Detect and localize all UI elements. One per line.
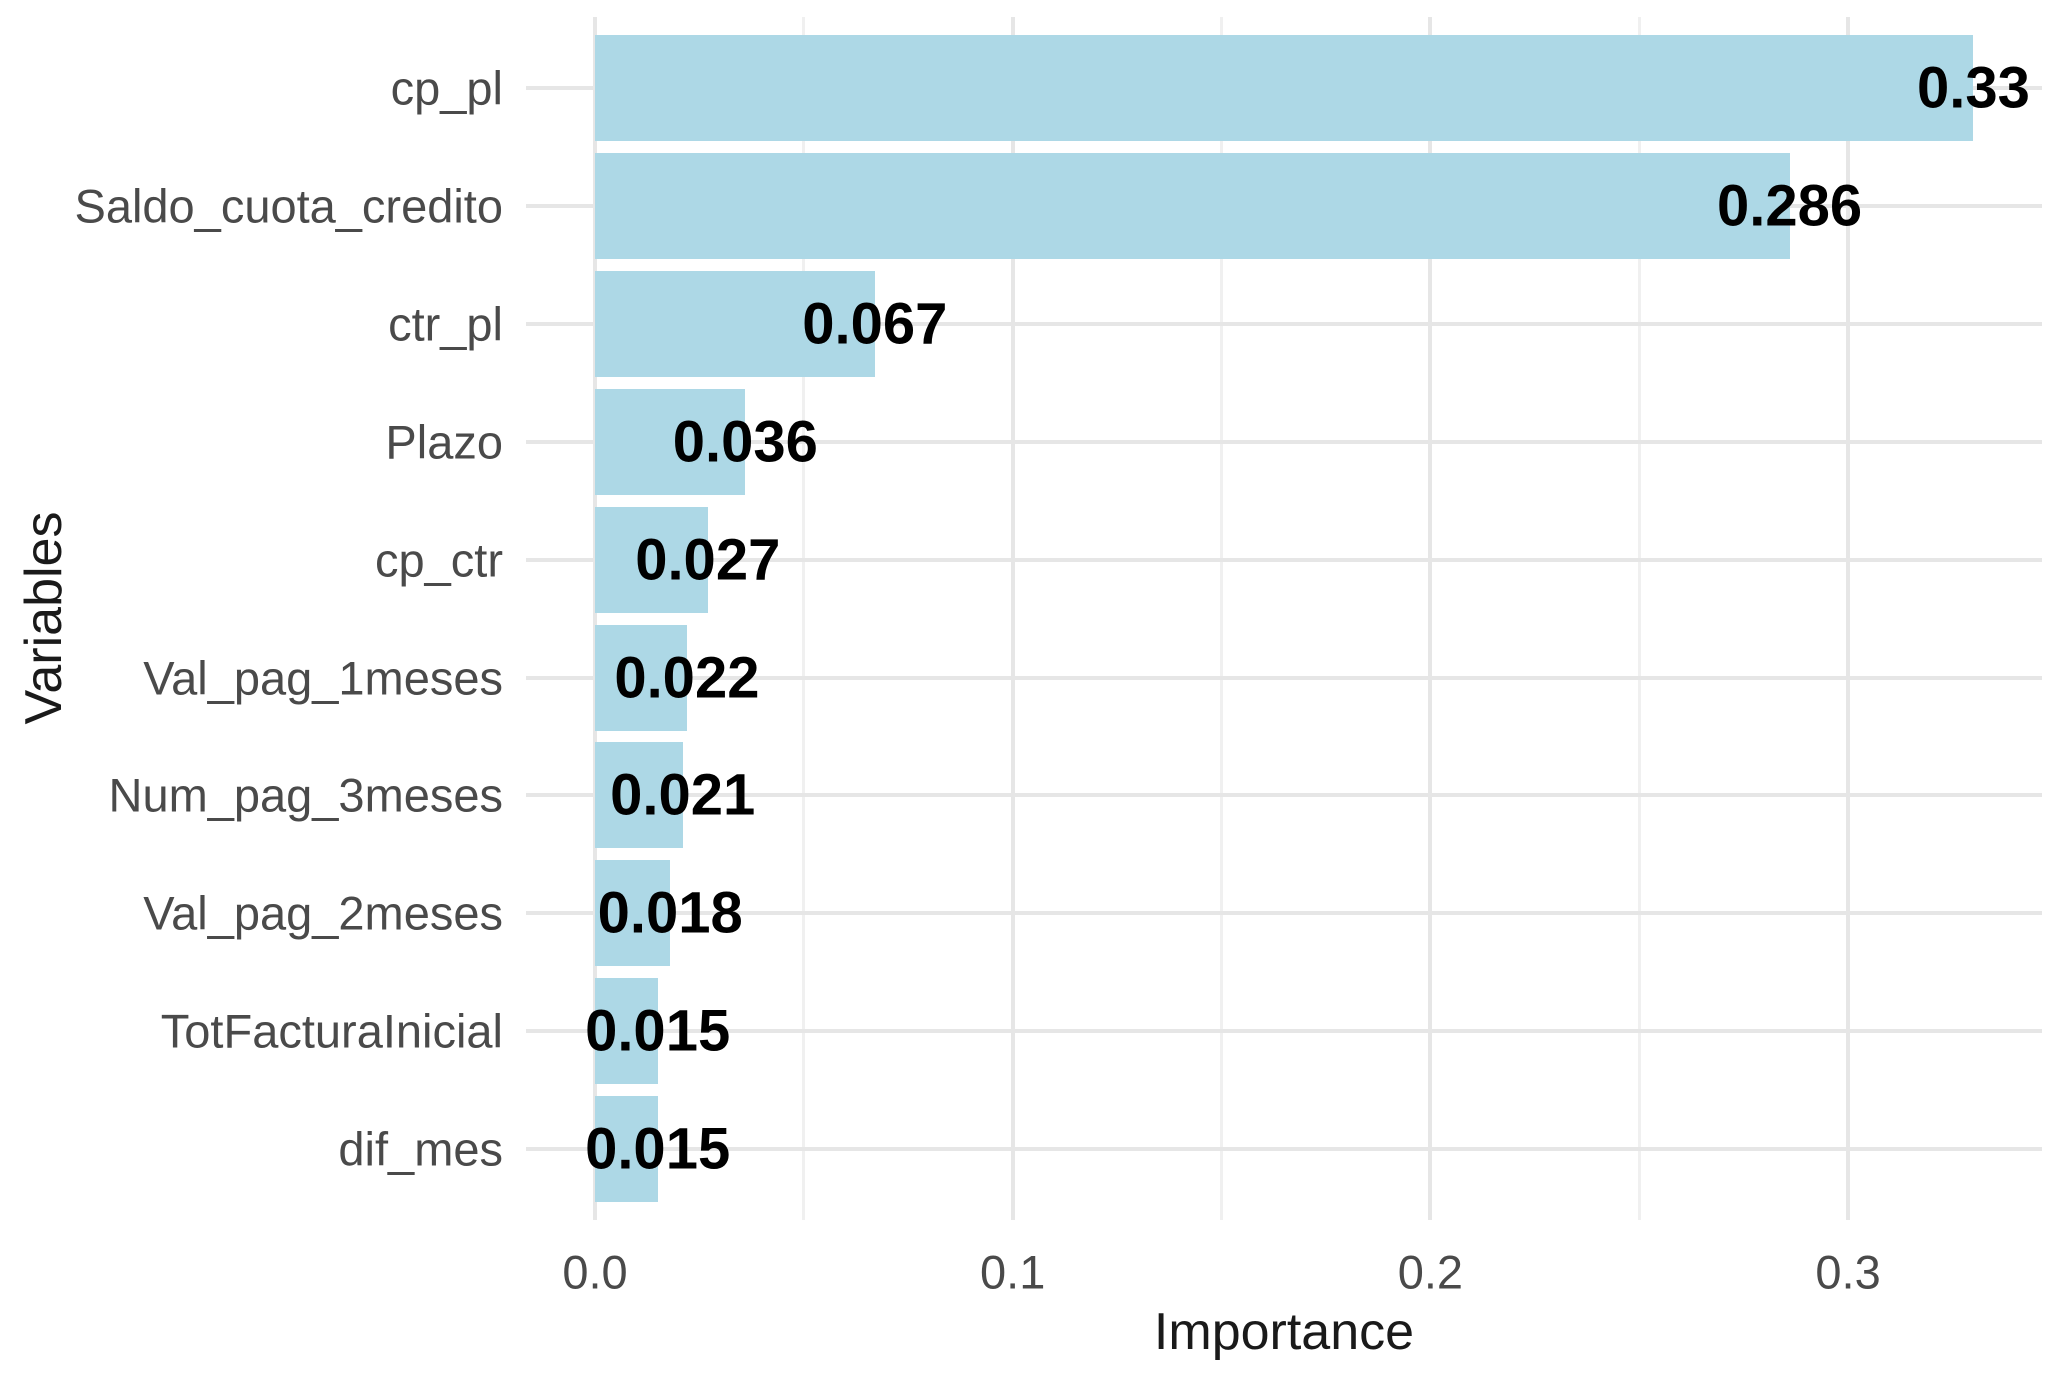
bar-value-label: 0.022 bbox=[614, 645, 760, 710]
y-axis-category-label: cp_pl bbox=[390, 61, 503, 115]
bar-cp_pl bbox=[595, 35, 1974, 141]
major-horizontal-gridline bbox=[526, 439, 2042, 444]
bar-value-label: 0.33 bbox=[1916, 55, 2030, 121]
y-axis-category-label: Val_pag_2meses bbox=[143, 886, 503, 940]
bar-value-label: 0.067 bbox=[802, 291, 948, 357]
major-horizontal-gridline bbox=[526, 557, 2042, 562]
bar-value-label: 0.027 bbox=[635, 527, 781, 593]
bar-Val_pag_1meses bbox=[595, 624, 687, 731]
y-axis-category-label: Num_pag_3meses bbox=[108, 768, 504, 822]
x-axis-tick-label: 0.2 bbox=[1397, 1245, 1464, 1299]
bar-Num_pag_3meses bbox=[595, 742, 683, 849]
bar-value-label: 0.021 bbox=[610, 762, 756, 828]
bar-Val_pag_2meses bbox=[595, 860, 671, 967]
bar-value-label: 0.036 bbox=[672, 409, 818, 475]
major-vertical-gridline bbox=[1846, 17, 1851, 1220]
y-axis-title: Variables bbox=[15, 511, 73, 725]
minor-vertical-gridline bbox=[1637, 17, 1641, 1220]
y-axis-category-label: cp_ctr bbox=[375, 533, 503, 587]
major-horizontal-gridline bbox=[526, 793, 2042, 798]
major-horizontal-gridline bbox=[526, 911, 2042, 916]
bar-dif_mes bbox=[595, 1096, 658, 1203]
bar-cp_ctr bbox=[595, 506, 708, 613]
y-axis-category-label: Val_pag_1meses bbox=[143, 651, 503, 704]
major-vertical-gridline bbox=[593, 17, 597, 1220]
bar-value-label: 0.015 bbox=[585, 1116, 731, 1182]
bar-TotFacturaInicial bbox=[595, 978, 658, 1085]
minor-vertical-gridline bbox=[802, 17, 806, 1220]
y-axis-category-label: ctr_pl bbox=[388, 297, 503, 351]
major-horizontal-gridline bbox=[526, 1029, 2042, 1034]
bar-Saldo_cuota_credito bbox=[595, 152, 1790, 259]
bar-ctr_pl bbox=[595, 270, 875, 377]
major-horizontal-gridline bbox=[526, 321, 2042, 326]
y-axis-category-label: dif_mes bbox=[338, 1122, 503, 1176]
x-axis-title: Importance bbox=[1153, 1303, 1415, 1361]
bar-value-label: 0.015 bbox=[585, 998, 731, 1064]
major-horizontal-gridline bbox=[526, 675, 2042, 680]
minor-vertical-gridline bbox=[1220, 17, 1224, 1220]
y-axis-category-label: Plazo bbox=[385, 415, 503, 469]
x-axis-tick-label: 0.0 bbox=[562, 1245, 628, 1299]
y-axis-category-label: Saldo_cuota_credito bbox=[74, 179, 503, 233]
y-axis-category-label: TotFacturaInicial bbox=[160, 1004, 503, 1058]
x-axis-tick-label: 0.3 bbox=[1815, 1245, 1881, 1299]
bar-value-label: 0.286 bbox=[1717, 173, 1863, 239]
major-horizontal-gridline bbox=[526, 1147, 2042, 1152]
x-axis-tick-label: 0.1 bbox=[980, 1245, 1046, 1299]
bar-Plazo bbox=[595, 388, 746, 495]
major-vertical-gridline bbox=[1010, 17, 1015, 1220]
bar-value-label: 0.018 bbox=[597, 880, 743, 946]
major-vertical-gridline bbox=[1428, 17, 1433, 1220]
